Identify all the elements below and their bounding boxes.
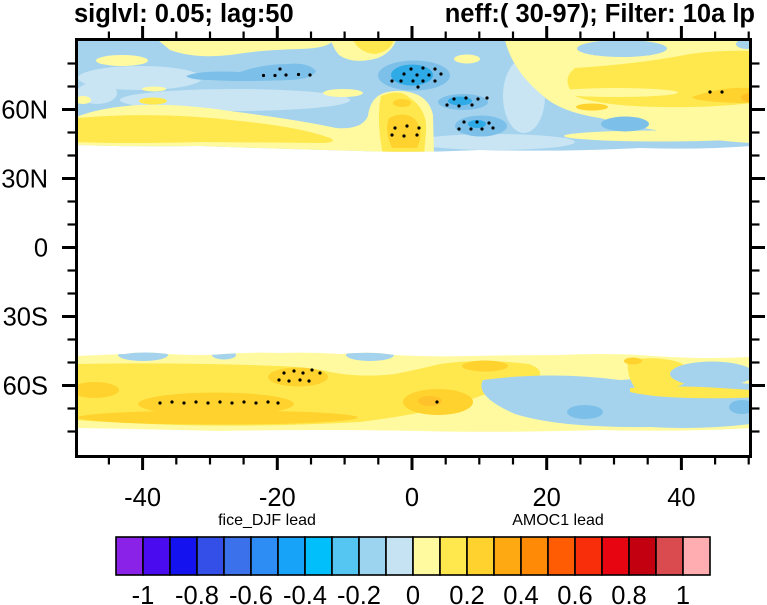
svg-text:-0.6: -0.6 <box>229 582 273 605</box>
svg-text:60S: 60S <box>3 373 48 401</box>
svg-text:neff:( 30-97); Filter: 10a lp: neff:( 30-97); Filter: 10a lp <box>445 0 755 28</box>
svg-text:60N: 60N <box>1 97 48 125</box>
svg-text:fice_DJF lead: fice_DJF lead <box>218 512 316 529</box>
svg-text:0.2: 0.2 <box>449 582 484 605</box>
svg-text:AMOC1 lead: AMOC1 lead <box>512 512 604 529</box>
svg-text:0: 0 <box>34 235 48 263</box>
svg-text:0.8: 0.8 <box>611 582 646 605</box>
svg-text:-0.4: -0.4 <box>283 582 327 605</box>
svg-text:30S: 30S <box>3 304 48 332</box>
svg-text:40: 40 <box>667 484 695 512</box>
svg-text:-0.2: -0.2 <box>337 582 381 605</box>
svg-text:-40: -40 <box>124 484 161 512</box>
svg-text:1: 1 <box>676 582 690 605</box>
svg-text:0: 0 <box>406 582 420 605</box>
svg-text:-0.8: -0.8 <box>175 582 219 605</box>
svg-text:-20: -20 <box>259 484 296 512</box>
svg-text:-1: -1 <box>132 582 155 605</box>
svg-text:0: 0 <box>405 484 419 512</box>
svg-text:0.6: 0.6 <box>557 582 592 605</box>
svg-text:0.4: 0.4 <box>503 582 538 605</box>
svg-text:20: 20 <box>533 484 561 512</box>
svg-text:30N: 30N <box>1 166 48 194</box>
svg-text:siglvl: 0.05; lag:50: siglvl: 0.05; lag:50 <box>74 0 294 28</box>
